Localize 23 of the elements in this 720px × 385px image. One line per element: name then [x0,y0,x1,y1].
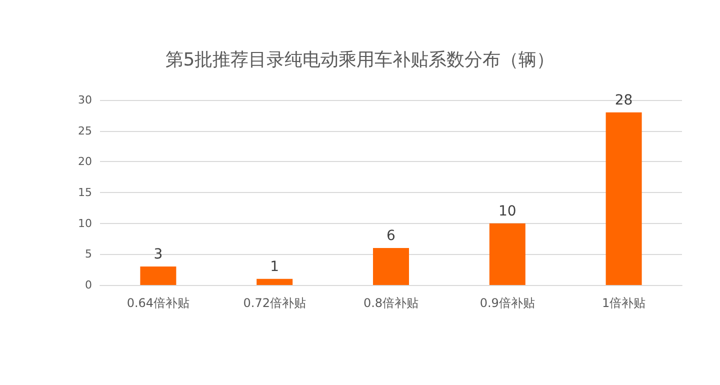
bar [606,112,642,285]
x-tick-label: 0.9倍补贴 [480,296,535,310]
data-label: 10 [498,203,516,220]
data-label: 6 [386,228,396,244]
x-tick-label: 0.64倍补贴 [126,296,190,310]
y-tick-label: 25 [78,124,92,138]
y-tick-label: 5 [85,248,92,261]
data-label: 28 [614,92,633,108]
x-tick-label: 1倍补贴 [602,296,646,310]
bar [373,248,409,285]
y-tick-label: 15 [78,186,92,199]
y-tick-label: 10 [78,216,92,230]
bar [140,266,176,285]
y-tick-label: 30 [78,94,92,106]
data-label: 1 [270,258,280,275]
y-tick-label: 20 [78,155,92,168]
bar [489,223,526,285]
x-tick-label: 0.8倍补贴 [363,296,419,310]
chart-title: 第5批推荐目录纯电动乘用车补贴系数分布（辆） [165,50,555,70]
data-label: 3 [154,246,163,262]
y-tick-label: 0 [85,278,92,292]
x-tick-label: 0.72倍补贴 [243,296,306,310]
bar [256,278,293,285]
